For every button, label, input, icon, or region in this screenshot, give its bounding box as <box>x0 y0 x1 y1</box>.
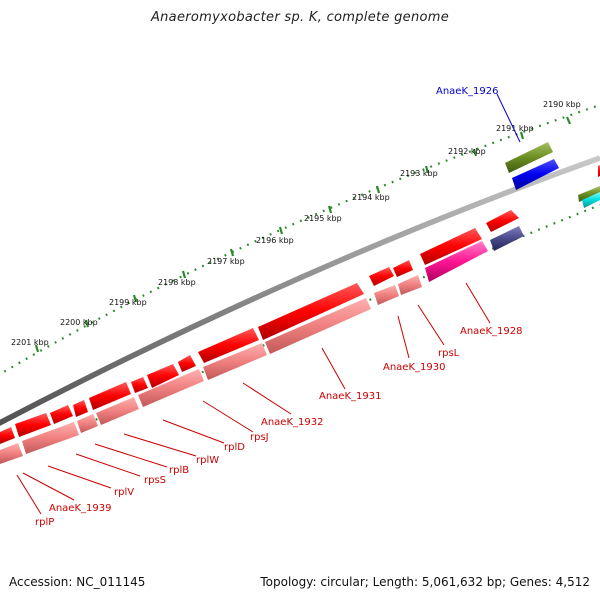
ruler-arc <box>0 103 600 376</box>
gene-label: AnaeK_1931 <box>319 391 381 402</box>
gene-arrow <box>22 422 79 454</box>
gene-arrow <box>265 298 371 354</box>
gene-arrow <box>89 382 131 410</box>
genome-backbone <box>0 155 600 426</box>
gene-arrow <box>369 267 394 286</box>
ruler-label: 2196 kbp <box>256 236 294 245</box>
gene-label: AnaeK_1932 <box>261 417 323 428</box>
gene-arrow <box>203 343 267 380</box>
gene-label: rplV <box>114 487 134 498</box>
genome-summary-text: Topology: circular; Length: 5,061,632 bp… <box>260 575 590 589</box>
ruler-label: 2192 kbp <box>448 147 486 156</box>
gene-feature-navy <box>490 226 524 251</box>
gene-label: rpsS <box>144 475 166 486</box>
gene-arrow <box>131 377 148 393</box>
gene-label: AnaeK_1939 <box>49 503 111 514</box>
gene-feature-blue <box>512 159 559 190</box>
gene-arrow <box>0 427 15 444</box>
ruler-label: 2201 kbp <box>11 338 49 347</box>
gene-label: AnaeK_1926 <box>436 86 498 97</box>
gene-arrow <box>77 414 98 433</box>
gene-arrow <box>486 210 519 232</box>
gene-arrow <box>50 405 73 424</box>
ruler-label: 2190 kbp <box>543 100 581 109</box>
leader-lines <box>16 93 521 515</box>
gene-label: AnaeK_1928 <box>460 326 522 337</box>
ruler-label: 2194 kbp <box>352 193 390 202</box>
gene-label: rplP <box>35 517 54 528</box>
ruler-label: 2191 kbp <box>496 124 534 133</box>
ruler-label: 2200 kbp <box>60 318 98 327</box>
gene-arrow <box>198 328 259 363</box>
gene-arrow <box>420 228 482 265</box>
ruler-label: 2197 kbp <box>207 257 245 266</box>
gene-label: rplW <box>196 455 219 466</box>
accession-text: Accession: NC_011145 <box>9 575 146 589</box>
gene-feature-olive <box>578 186 600 202</box>
gene-label: rpsL <box>438 348 460 359</box>
gene-arrow <box>178 355 196 372</box>
map-title: Anaeromyxobacter sp. K, complete genome <box>150 10 450 25</box>
ruler-ticks <box>34 116 572 353</box>
gene-arrow <box>0 443 23 464</box>
forward-genes <box>0 210 519 444</box>
gene-label: rplD <box>224 442 245 453</box>
ruler-labels: 2190 kbp 2191 kbp 2192 kbp 2193 kbp 2194… <box>11 100 581 347</box>
gene-arrow <box>393 260 413 277</box>
gene-arrow <box>258 283 364 340</box>
gene-label: AnaeK_1930 <box>383 362 445 373</box>
gene-labels: AnaeK_1926 AnaeK_1928 rpsL AnaeK_1930 An… <box>35 86 522 528</box>
gene-arrow <box>147 364 179 388</box>
ruler-label: 2198 kbp <box>158 278 196 287</box>
ruler-label: 2193 kbp <box>400 169 438 178</box>
gene-feature-cyan <box>582 192 600 208</box>
gene-label: rplB <box>169 465 189 476</box>
gene-arrow <box>374 285 399 305</box>
gene-label: rpsJ <box>250 432 269 443</box>
gene-arrow <box>96 397 139 425</box>
gene-feature-olive <box>505 142 553 173</box>
gene-arrow <box>15 413 51 437</box>
ruler-label: 2195 kbp <box>304 214 342 223</box>
gene-arrow <box>73 400 88 417</box>
reverse-genes <box>0 275 422 464</box>
gene-arrow <box>138 369 204 407</box>
gene-arrow <box>398 275 422 295</box>
ruler-label: 2199 kbp <box>109 298 147 307</box>
gene-feature-magenta <box>425 241 488 282</box>
